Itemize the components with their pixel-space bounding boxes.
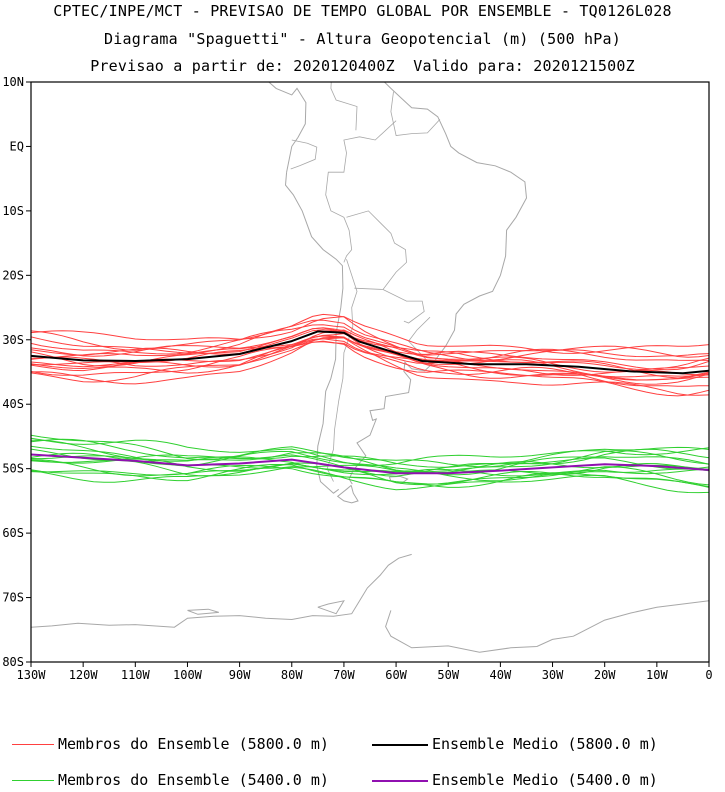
member-5400-line	[31, 466, 709, 494]
coastline	[385, 600, 709, 653]
member-5400-line	[31, 434, 709, 468]
lon-tick-label: 120W	[69, 668, 99, 682]
lat-tick-label: 20S	[2, 268, 24, 282]
member-5800-line	[31, 341, 709, 387]
coastline	[336, 485, 359, 504]
member-5400-line	[31, 437, 709, 467]
country-border	[408, 316, 431, 364]
member-5400-line	[31, 448, 709, 477]
lon-tick-label: 50W	[437, 668, 459, 682]
title-line-3: Previsao a partir de: 2020120400Z Valido…	[90, 57, 635, 75]
member-5800-line	[31, 316, 709, 354]
lat-tick-label: 10N	[2, 75, 24, 89]
lon-tick-label: 110W	[121, 668, 151, 682]
lon-tick-label: 40W	[490, 668, 512, 682]
lon-tick-label: 80W	[281, 668, 303, 682]
title-line-2: Diagrama "Spaguetti" - Altura Geopotenci…	[104, 30, 621, 48]
spaghetti-map: 130W 120W 110W 100W 90W 80W 70W 60W 50W 40W 30W 20W…	[2, 75, 712, 682]
member-5800-line	[31, 329, 709, 376]
member-5800-line	[31, 329, 709, 370]
mean-5400-line	[31, 453, 709, 475]
member-5400-line	[31, 445, 709, 476]
legend-mean-5400: Ensemble Medio (5400.0 m)	[432, 771, 658, 789]
legend-members-5400: Membros do Ensemble (5400.0 m)	[58, 771, 329, 789]
title-line-1: CPTEC/INPE/MCT - PREVISAO DE TEMPO GLOBA…	[53, 2, 672, 20]
member-5400-line	[31, 464, 709, 488]
legend-line-mean-5400	[372, 780, 428, 782]
lon-tick-label: 30W	[542, 668, 564, 682]
country-border	[290, 139, 318, 170]
member-5400-line	[31, 459, 709, 482]
coastlines	[31, 82, 709, 653]
lat-tick-label: EQ	[10, 139, 24, 153]
lat-tick-label: 40S	[2, 397, 24, 411]
legend-line-members-5800	[12, 744, 54, 745]
lon-tick-label: 70W	[333, 668, 355, 682]
lon-tick-label: 0	[705, 668, 712, 682]
lat-tick-label: 30S	[2, 333, 24, 347]
member-5800-line	[31, 340, 709, 397]
coastline	[187, 608, 219, 615]
legend-line-mean-5800	[372, 744, 428, 746]
country-border	[390, 91, 441, 136]
contour-lines	[31, 313, 709, 494]
lat-tick-label: 10S	[2, 204, 24, 218]
country-border	[325, 120, 397, 263]
legend-members-5800: Membros do Ensemble (5800.0 m)	[58, 735, 329, 753]
axis-ticks: 130W 120W 110W 100W 90W 80W 70W 60W 50W 40W 30W 20W…	[2, 75, 712, 682]
lat-tick-label: 60S	[2, 526, 24, 540]
country-border	[346, 210, 407, 290]
lon-tick-label: 10W	[646, 668, 668, 682]
member-5800-line	[31, 324, 709, 361]
member-5800-line	[31, 313, 709, 358]
lon-tick-label: 90W	[229, 668, 251, 682]
coastline	[317, 600, 345, 615]
legend-mean-5800: Ensemble Medio (5800.0 m)	[432, 735, 658, 753]
lat-tick-label: 50S	[2, 462, 24, 476]
lon-tick-label: 100W	[173, 668, 203, 682]
lon-tick-label: 20W	[594, 668, 616, 682]
coastline	[31, 553, 412, 628]
coastline	[312, 82, 528, 485]
plot-frame	[30, 81, 710, 663]
lon-tick-label: 130W	[17, 668, 47, 682]
lon-tick-label: 60W	[385, 668, 407, 682]
coastline	[268, 82, 307, 173]
lat-tick-label: 80S	[2, 655, 24, 669]
lat-tick-label: 70S	[2, 591, 24, 605]
country-border	[382, 289, 425, 324]
coastline	[388, 475, 409, 485]
mean-5800-line	[31, 330, 709, 375]
member-5800-line	[31, 333, 709, 373]
legend-line-members-5400	[12, 780, 54, 781]
